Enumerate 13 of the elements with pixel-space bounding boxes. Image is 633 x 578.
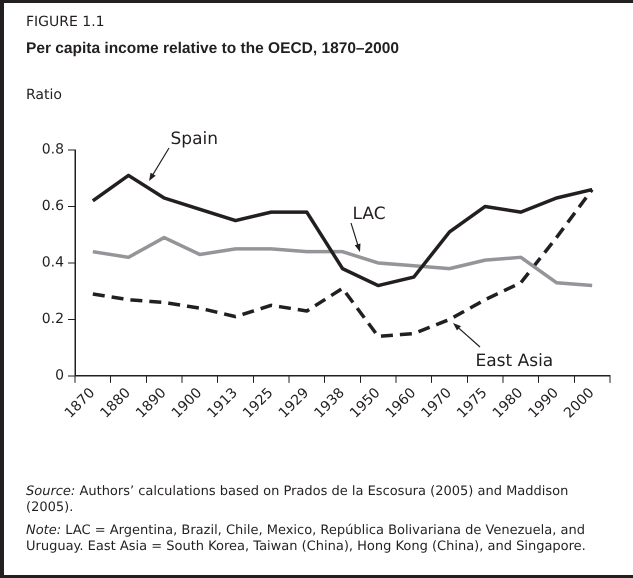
text: Note: LAC = Argentina, Brazil, Chile, Mexico, República Bolivariana de Venezuela, and Uruguay. East Asia = South Korea, Taiwan (China), Hong Kong (China), and Singapore.: [26, 523, 587, 555]
y-tick-label: 0.6: [42, 198, 64, 214]
y-tick-label: 0: [55, 368, 64, 384]
y-tick-label: 0.4: [42, 254, 64, 271]
y-axis-title: Ratio: [26, 87, 62, 103]
chart-subtitle: FIGURE 1.1: [26, 14, 105, 30]
series-label: LAC: [352, 202, 386, 225]
source-note: Source: Authors’ calculations based on Prados de la Escosura (2005) and Maddison (2005).: [26, 484, 570, 516]
y-tick-label: 0.2: [42, 311, 64, 328]
chart-title: Per capita income relative to the OECD, 1870–2000: [26, 40, 400, 58]
text: Spain: [170, 128, 218, 150]
y-tick-label: 0.8: [42, 142, 64, 158]
legend-label: East Asia: [476, 350, 554, 372]
